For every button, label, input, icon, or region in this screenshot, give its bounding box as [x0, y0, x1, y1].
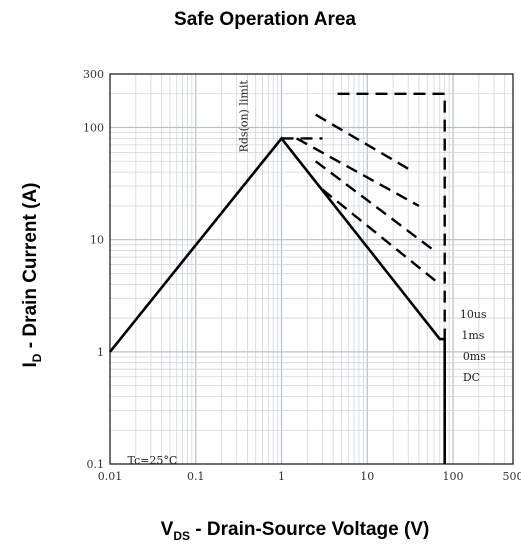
x-tick-label: 10: [360, 470, 374, 483]
series-line-limit-4: [314, 160, 435, 252]
series-line-limit-5: [321, 188, 441, 286]
grid: [110, 74, 513, 464]
annotation-label: 10us: [460, 308, 487, 321]
series-line-1ms: [315, 113, 415, 174]
series-line-dc: [108, 136, 447, 464]
annotations: Rds(on) limit 10us 1ms 0ms DC Tc=25°C: [128, 80, 487, 467]
annotation-label: Rds(on) limit: [237, 80, 250, 153]
series-line-limit-2: [296, 137, 420, 207]
series-group: [108, 92, 447, 464]
x-tick-label: 100: [443, 470, 464, 483]
x-axis-label-rest: - Drain-Source Voltage (V): [190, 519, 429, 540]
x-tick-label: 0.1: [187, 470, 205, 483]
x-axis-label: VDS - Drain-Source Voltage (V): [161, 519, 430, 543]
y-axis-label-rest: - Drain Current (A): [20, 183, 41, 354]
x-axis-label-main: V: [161, 519, 174, 540]
y-axis-label: ID - Drain Current (A): [20, 183, 44, 368]
annotation-label: DC: [463, 371, 480, 384]
x-tick-label: 0.01: [98, 470, 123, 483]
y-tick-label: 10: [90, 234, 104, 247]
y-tick-label: 0.1: [87, 458, 105, 471]
annotation-label: Tc=25°C: [128, 454, 178, 467]
y-tick-label: 1: [97, 346, 104, 359]
chart-title: Safe Operation Area: [174, 9, 356, 30]
y-tick-label: 300: [83, 68, 104, 81]
annotation-label: 1ms: [461, 329, 484, 342]
y-tick-label: 100: [83, 122, 104, 135]
plot-frame: [109, 73, 514, 465]
x-tick-label: 1: [278, 470, 285, 483]
y-axis-label-main: I: [20, 362, 41, 367]
x-tick-label: 500: [503, 470, 521, 483]
y-axis-label-sub: D: [30, 353, 44, 362]
x-axis-label-sub: DS: [173, 529, 190, 543]
annotation-label: 0ms: [463, 350, 486, 363]
